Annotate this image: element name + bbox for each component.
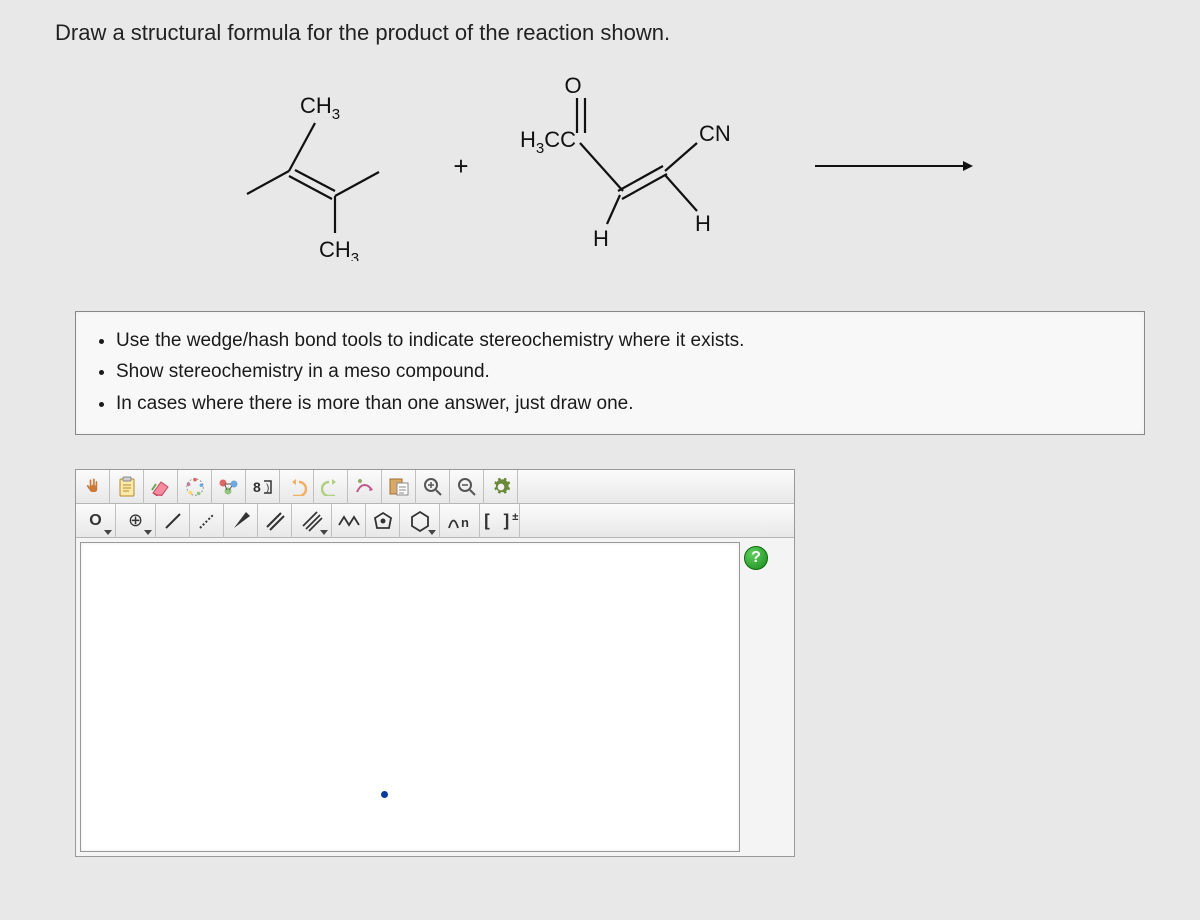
arrow-tool-icon[interactable] — [348, 470, 382, 504]
ring-tool[interactable] — [366, 504, 400, 538]
chain-tool[interactable] — [332, 504, 366, 538]
instruction-item: In cases where there is more than one an… — [116, 389, 1126, 418]
ch3-bottom-label: CH3 — [319, 237, 359, 261]
cyclohexane-tool[interactable] — [400, 504, 440, 538]
charge-plus[interactable]: ⊕ — [116, 504, 156, 538]
instruction-item: Use the wedge/hash bond tools to indicat… — [116, 326, 1126, 355]
paste-icon[interactable] — [382, 470, 416, 504]
erase-icon[interactable] — [144, 470, 178, 504]
toolbar-row-2: O ⊕ n [ ]± — [76, 504, 794, 538]
svg-text:n: n — [461, 515, 469, 530]
dashed-bond[interactable] — [190, 504, 224, 538]
h-right-label: H — [695, 211, 711, 236]
atom-wheel-icon[interactable] — [178, 470, 212, 504]
cn-label: CN — [699, 121, 731, 146]
drawing-editor: 8) O ⊕ — [75, 469, 795, 857]
hand-icon[interactable] — [76, 470, 110, 504]
undo-icon[interactable] — [280, 470, 314, 504]
question-text: Draw a structural formula for the produc… — [55, 20, 1145, 46]
redo-icon[interactable] — [314, 470, 348, 504]
settings-icon[interactable] — [484, 470, 518, 504]
double-bond[interactable] — [258, 504, 292, 538]
zoom-in-icon[interactable] — [416, 470, 450, 504]
group-icon[interactable]: 8) — [246, 470, 280, 504]
reactant-1: CH3 CH3 — [227, 81, 417, 261]
bracket-tool[interactable]: [ ]± — [480, 504, 520, 538]
instruction-item: Show stereochemistry in a meso compound. — [116, 357, 1126, 386]
instructions-panel: Use the wedge/hash bond tools to indicat… — [75, 311, 1145, 435]
reaction-diagram: CH3 CH3 + O H3CC CN H H — [55, 71, 1145, 271]
clipboard-icon[interactable] — [110, 470, 144, 504]
svg-text:): ) — [266, 483, 269, 494]
h3cc-label: H3CC — [520, 127, 576, 157]
toolbar-row-1: 8) — [76, 470, 794, 504]
help-button[interactable]: ? — [744, 546, 768, 570]
chem-3d-icon[interactable] — [212, 470, 246, 504]
oxygen-atom[interactable]: O — [76, 504, 116, 538]
single-bond[interactable] — [156, 504, 190, 538]
zoom-out-icon[interactable] — [450, 470, 484, 504]
drawing-canvas[interactable] — [80, 542, 740, 852]
ch3-top-label: CH3 — [300, 93, 340, 123]
wedge-bond[interactable] — [224, 504, 258, 538]
plus-sign: + — [453, 151, 468, 182]
reaction-arrow — [813, 156, 973, 176]
canvas-cursor — [381, 791, 388, 798]
svg-text:8: 8 — [253, 479, 261, 495]
o-label: O — [564, 73, 581, 98]
triple-bond[interactable] — [292, 504, 332, 538]
reactant-2: O H3CC CN H H — [505, 71, 765, 271]
h-left-label: H — [593, 226, 609, 251]
polymer-tool[interactable]: n — [440, 504, 480, 538]
